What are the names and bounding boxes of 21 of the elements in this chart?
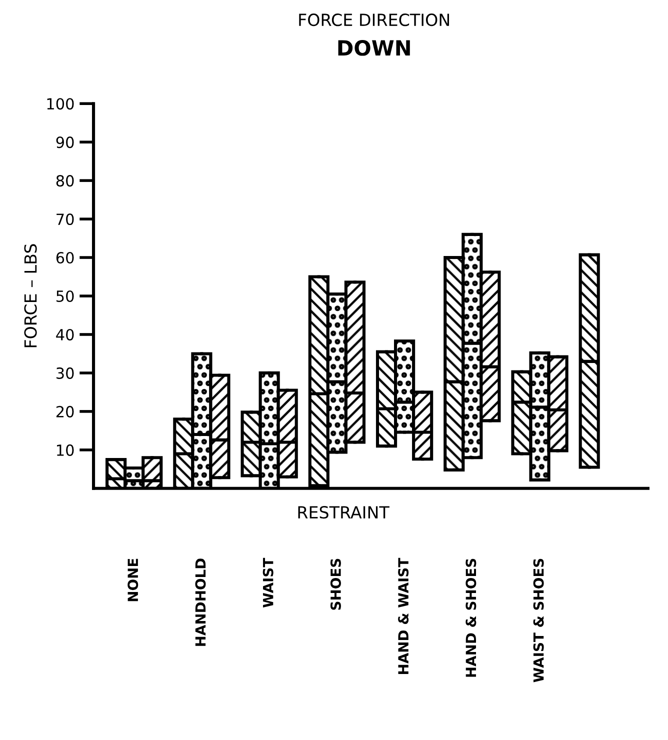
y-tick-label: 30	[56, 367, 74, 379]
y-tick-label: 80	[56, 175, 74, 187]
y-tick-label: 10	[57, 444, 74, 456]
x-tick-label: WAIST	[262, 558, 274, 608]
x-tick-label: WAIST & SHOES	[533, 558, 544, 682]
chart-subtitle: DOWN	[338, 40, 410, 56]
y-tick-label: 60	[56, 252, 74, 264]
x-tick-label: HAND & SHOES	[466, 558, 476, 677]
chart-title: FORCE DIRECTION	[299, 14, 449, 26]
x-tick-label: SHOES	[330, 558, 341, 610]
y-axis-title: FORCE – LBS	[24, 244, 37, 348]
x-axis-title: RESTRAINT	[298, 506, 390, 519]
y-tick-label: 70	[56, 214, 74, 226]
y-tick-label: 90	[56, 136, 74, 148]
y-tick-label: 20	[56, 406, 74, 418]
x-tick-label: HAND & WAIST	[398, 558, 409, 674]
y-tick-label: 50	[56, 290, 74, 302]
x-tick-label: HANDHOLD	[195, 558, 206, 646]
y-tick-label: 100	[47, 98, 74, 110]
y-tick-label: 40	[56, 328, 74, 340]
x-tick-label: NONE	[128, 558, 138, 602]
